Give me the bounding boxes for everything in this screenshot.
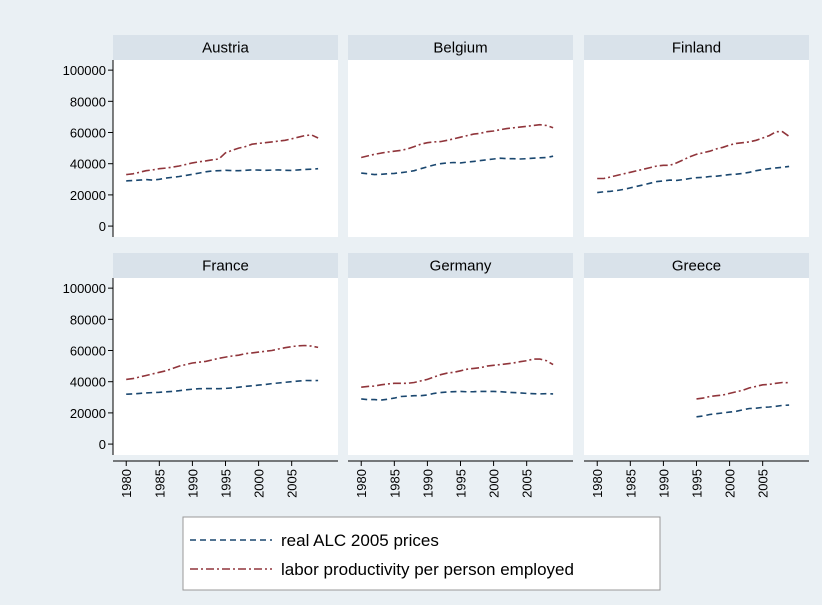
y-tick-label: 40000 [70, 375, 106, 390]
series-line [126, 379, 319, 395]
panel-title: Finland [672, 40, 721, 57]
y-tick-label: 0 [99, 437, 106, 452]
panel-title: Germany [430, 258, 492, 275]
x-tick-label: 1995 [454, 469, 469, 498]
x-tick-label: 1990 [420, 469, 435, 498]
panel-header [584, 35, 809, 60]
panel-header [113, 253, 338, 278]
plot-area [113, 60, 338, 237]
panel-header [584, 253, 809, 278]
plot-area [348, 60, 573, 237]
legend-label: labor productivity per person employed [281, 560, 574, 579]
panel-title: Greece [672, 258, 721, 275]
x-tick-label: 2000 [252, 469, 267, 498]
x-tick-label: 1990 [185, 469, 200, 498]
series-line [361, 123, 554, 159]
x-tick-label: 1985 [623, 469, 638, 498]
legend-box [182, 516, 661, 591]
y-tick-label: 40000 [70, 157, 106, 172]
y-tick-label: 100000 [63, 63, 106, 78]
x-tick-label: 1990 [656, 469, 671, 498]
x-tick-label: 2000 [487, 469, 502, 498]
x-tick-label: 2005 [285, 469, 300, 498]
series-line [126, 167, 319, 182]
y-tick-label: 20000 [70, 406, 106, 421]
y-tick-label: 80000 [70, 94, 106, 109]
y-tick-label: 0 [99, 219, 106, 234]
series-line [361, 155, 554, 176]
plot-area [113, 278, 338, 455]
x-tick-label: 1980 [119, 469, 134, 498]
series-line [696, 404, 790, 418]
panel-header [113, 35, 338, 60]
panel-header [348, 253, 573, 278]
x-tick-label: 1985 [152, 469, 167, 498]
plot-area [584, 278, 809, 455]
x-tick-label: 1995 [690, 469, 705, 498]
plot-area [584, 60, 809, 237]
series-line [361, 390, 554, 401]
y-tick-label: 60000 [70, 126, 106, 141]
x-tick-label: 2005 [520, 469, 535, 498]
panel-title: France [202, 258, 249, 275]
x-tick-label: 1995 [219, 469, 234, 498]
series-line [126, 344, 319, 381]
y-tick-label: 80000 [70, 312, 106, 327]
panel-header [348, 35, 573, 60]
y-tick-label: 20000 [70, 188, 106, 203]
y-tick-label: 100000 [63, 281, 106, 296]
x-tick-label: 2000 [723, 469, 738, 498]
x-tick-label: 1980 [590, 469, 605, 498]
panel-title: Belgium [433, 40, 487, 57]
series-line [126, 134, 319, 176]
series-line [597, 130, 790, 180]
plot-area [348, 278, 573, 455]
series-line [597, 165, 790, 194]
x-tick-label: 2005 [756, 469, 771, 498]
x-tick-label: 1985 [387, 469, 402, 498]
legend-label: real ALC 2005 prices [281, 531, 439, 550]
series-line [361, 358, 554, 388]
y-tick-label: 60000 [70, 344, 106, 359]
panel-title: Austria [202, 40, 249, 57]
x-tick-label: 1980 [354, 469, 369, 498]
